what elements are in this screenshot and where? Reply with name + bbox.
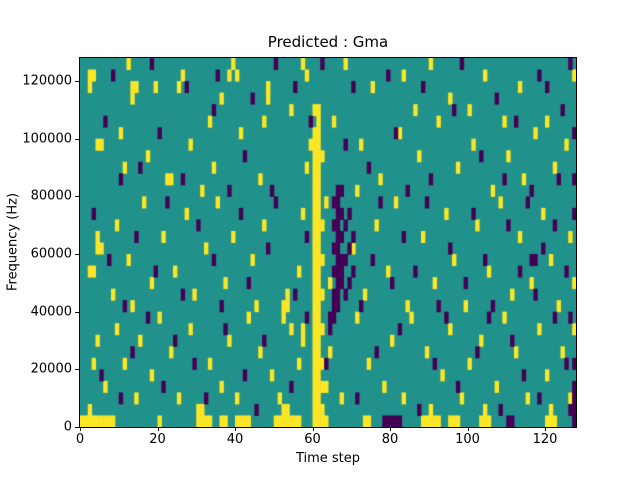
x-axis-label: Time step (295, 451, 361, 466)
x-tick-mark-6 (545, 427, 546, 431)
x-tick-mark-5 (467, 427, 469, 431)
plot-title: Predicted : Gma (267, 33, 389, 51)
x-tick-label-4: 80 (381, 432, 399, 447)
x-tick-mark-0 (80, 427, 81, 431)
y-tick-label-0: 0 (63, 419, 72, 435)
x-tick-label-2: 40 (226, 432, 244, 447)
x-tick-label-3: 60 (304, 432, 321, 447)
y-tick-mark-2 (75, 311, 79, 313)
y-tick-mark-0 (75, 427, 79, 428)
x-tick-mark-4 (390, 427, 391, 431)
y-tick-label-3: 60000 (30, 246, 72, 262)
y-tick-mark-5 (75, 138, 79, 140)
x-tick-mark-1 (157, 427, 159, 431)
x-tick-mark-2 (235, 427, 236, 431)
x-tick-label-5: 100 (455, 432, 480, 447)
y-tick-label-5: 100000 (22, 131, 72, 147)
y-tick-mark-4 (75, 196, 79, 198)
heatmap (80, 58, 576, 427)
x-tick-label-1: 20 (149, 432, 166, 447)
x-tick-label-6: 120 (532, 432, 558, 447)
y-tick-mark-1 (75, 369, 79, 371)
y-tick-label-6: 120000 (22, 73, 72, 89)
y-tick-mark-3 (75, 254, 79, 256)
x-tick-mark-3 (312, 427, 314, 431)
y-tick-label-1: 20000 (30, 361, 72, 377)
y-tick-label-4: 80000 (30, 188, 72, 204)
x-tick-label-0: 0 (75, 432, 85, 447)
y-tick-label-2: 40000 (30, 304, 72, 320)
y-axis-label: Frequency (Hz) (5, 192, 21, 292)
y-tick-mark-6 (75, 81, 79, 83)
